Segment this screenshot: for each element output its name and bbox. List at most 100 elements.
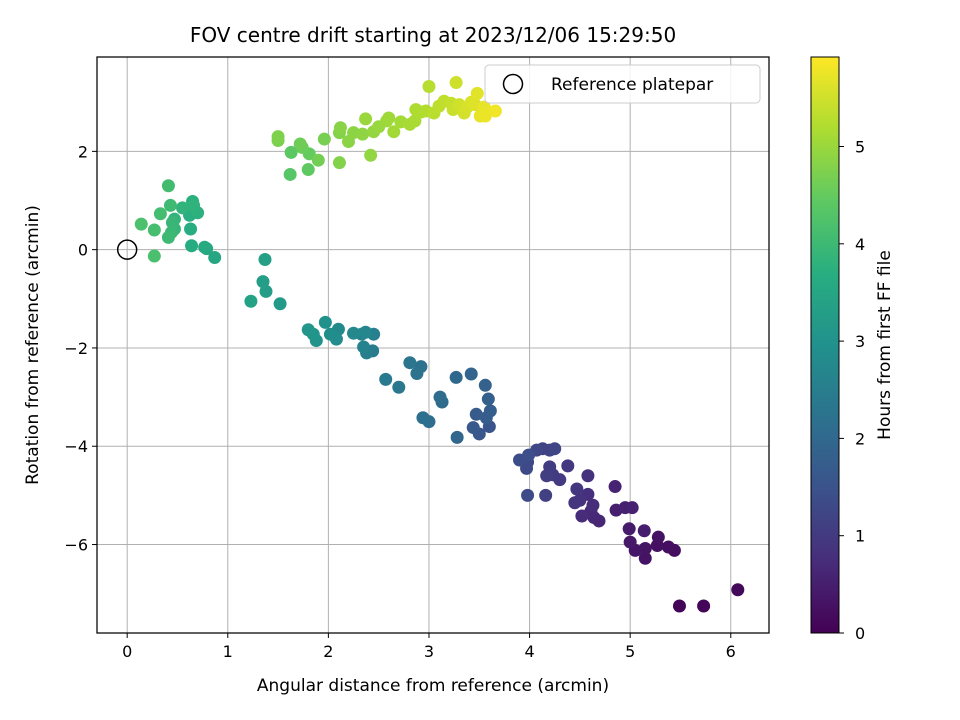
scatter-point	[347, 326, 361, 340]
x-tick-label: 3	[424, 642, 434, 661]
scatter-point	[481, 392, 495, 406]
scatter-point	[539, 488, 553, 502]
scatter-point	[478, 109, 492, 123]
scatter-point	[147, 223, 161, 237]
scatter-point	[449, 370, 463, 384]
scatter-point	[433, 390, 447, 404]
scatter-point	[488, 104, 502, 118]
scatter-point	[466, 421, 480, 435]
scatter-point	[208, 251, 222, 265]
colorbar-tick-label: 1	[855, 527, 865, 546]
scatter-point	[147, 249, 161, 263]
scatter-point	[521, 488, 535, 502]
legend-entry-reference-platepar: Reference platepar	[551, 75, 713, 95]
scatter-point	[651, 530, 665, 544]
y-axis-label: Rotation from reference (arcmin)	[23, 205, 43, 485]
scatter-point	[469, 407, 483, 421]
scatter-point	[586, 498, 600, 512]
scatter-point	[483, 404, 497, 418]
scatter-point	[271, 130, 285, 144]
scatter-point	[323, 327, 337, 341]
scatter-point	[403, 356, 417, 370]
scatter-point	[317, 132, 331, 146]
colorbar-tick-label: 5	[855, 138, 865, 157]
x-tick-label: 5	[625, 642, 635, 661]
scatter-point	[332, 156, 346, 170]
scatter-point	[364, 148, 378, 162]
legend: Reference platepar	[484, 64, 761, 104]
scatter-point	[176, 201, 190, 215]
scatter-point	[153, 207, 167, 221]
scatter-point	[548, 442, 562, 456]
scatter-point	[161, 230, 175, 244]
scatter-point	[163, 198, 177, 212]
scatter-point	[256, 275, 270, 289]
scatter-point	[185, 239, 199, 253]
y-axis-ticks: −6 −4 −2 0 2	[64, 142, 97, 555]
scatter-point	[293, 137, 307, 151]
scatter-point	[356, 127, 370, 141]
scatter-point	[470, 86, 484, 100]
scatter-point	[731, 583, 745, 597]
scatter-point	[184, 222, 198, 236]
chart-title: FOV centre drift starting at 2023/12/06 …	[190, 23, 676, 47]
scatter-point	[273, 297, 287, 311]
scatter-point	[416, 411, 430, 425]
scatter-point	[450, 430, 464, 444]
scatter-point	[478, 378, 492, 392]
scatter-point	[318, 315, 332, 329]
colorbar-tick-label: 4	[855, 235, 865, 254]
scatter-point	[359, 325, 373, 339]
scatter-point	[165, 216, 179, 230]
scatter-point	[161, 179, 175, 193]
scatter-point	[283, 167, 297, 181]
scatter-point	[522, 448, 536, 462]
scatter-point	[134, 217, 148, 231]
scatter-point	[301, 323, 315, 337]
colorbar-tick-label: 3	[855, 332, 865, 351]
scatter-point	[187, 198, 201, 212]
scatter-point	[570, 482, 584, 496]
legend-reference-marker	[502, 73, 524, 95]
scatter-point	[623, 535, 637, 549]
scatter-point	[581, 469, 595, 483]
colorbar-tick-label: 2	[855, 429, 865, 448]
scatter-point	[625, 501, 639, 515]
colorbar-ticks: 0 1 2 3 4 5	[839, 138, 865, 643]
scatter-point	[387, 125, 401, 139]
scatter-point	[608, 480, 622, 494]
x-axis-label: Angular distance from reference (arcmin)	[257, 676, 609, 696]
y-tick-label: 2	[78, 142, 88, 161]
scatter-point	[637, 524, 651, 538]
x-tick-label: 1	[223, 642, 233, 661]
y-tick-label: 0	[78, 241, 88, 260]
x-tick-label: 2	[323, 642, 333, 661]
scatter-point	[410, 367, 424, 381]
scatter-point	[382, 111, 396, 125]
x-tick-label: 4	[524, 642, 534, 661]
plot-frame	[96, 56, 770, 634]
scatter-point	[575, 509, 589, 523]
y-tick-label: −2	[64, 339, 88, 358]
scatter-point	[622, 522, 636, 536]
scatter-points	[134, 76, 745, 613]
x-tick-label: 6	[726, 642, 736, 661]
reference-platepar-marker	[116, 239, 138, 260]
scatter-point	[379, 372, 393, 386]
scatter-point	[311, 153, 325, 167]
scatter-point	[697, 599, 711, 613]
scatter-point	[259, 284, 273, 298]
scatter-point	[357, 340, 371, 354]
scatter-point	[333, 121, 347, 135]
colorbar-label: Hours from first FF file	[875, 250, 895, 440]
grid	[97, 57, 769, 633]
scatter-point	[638, 551, 652, 565]
scatter-point	[464, 367, 478, 381]
scatter-point	[258, 252, 272, 266]
y-tick-label: −4	[64, 437, 88, 456]
y-tick-label: −6	[64, 536, 88, 555]
scatter-point	[540, 469, 554, 483]
scatter-point	[301, 163, 315, 177]
scatter-point	[392, 380, 406, 394]
